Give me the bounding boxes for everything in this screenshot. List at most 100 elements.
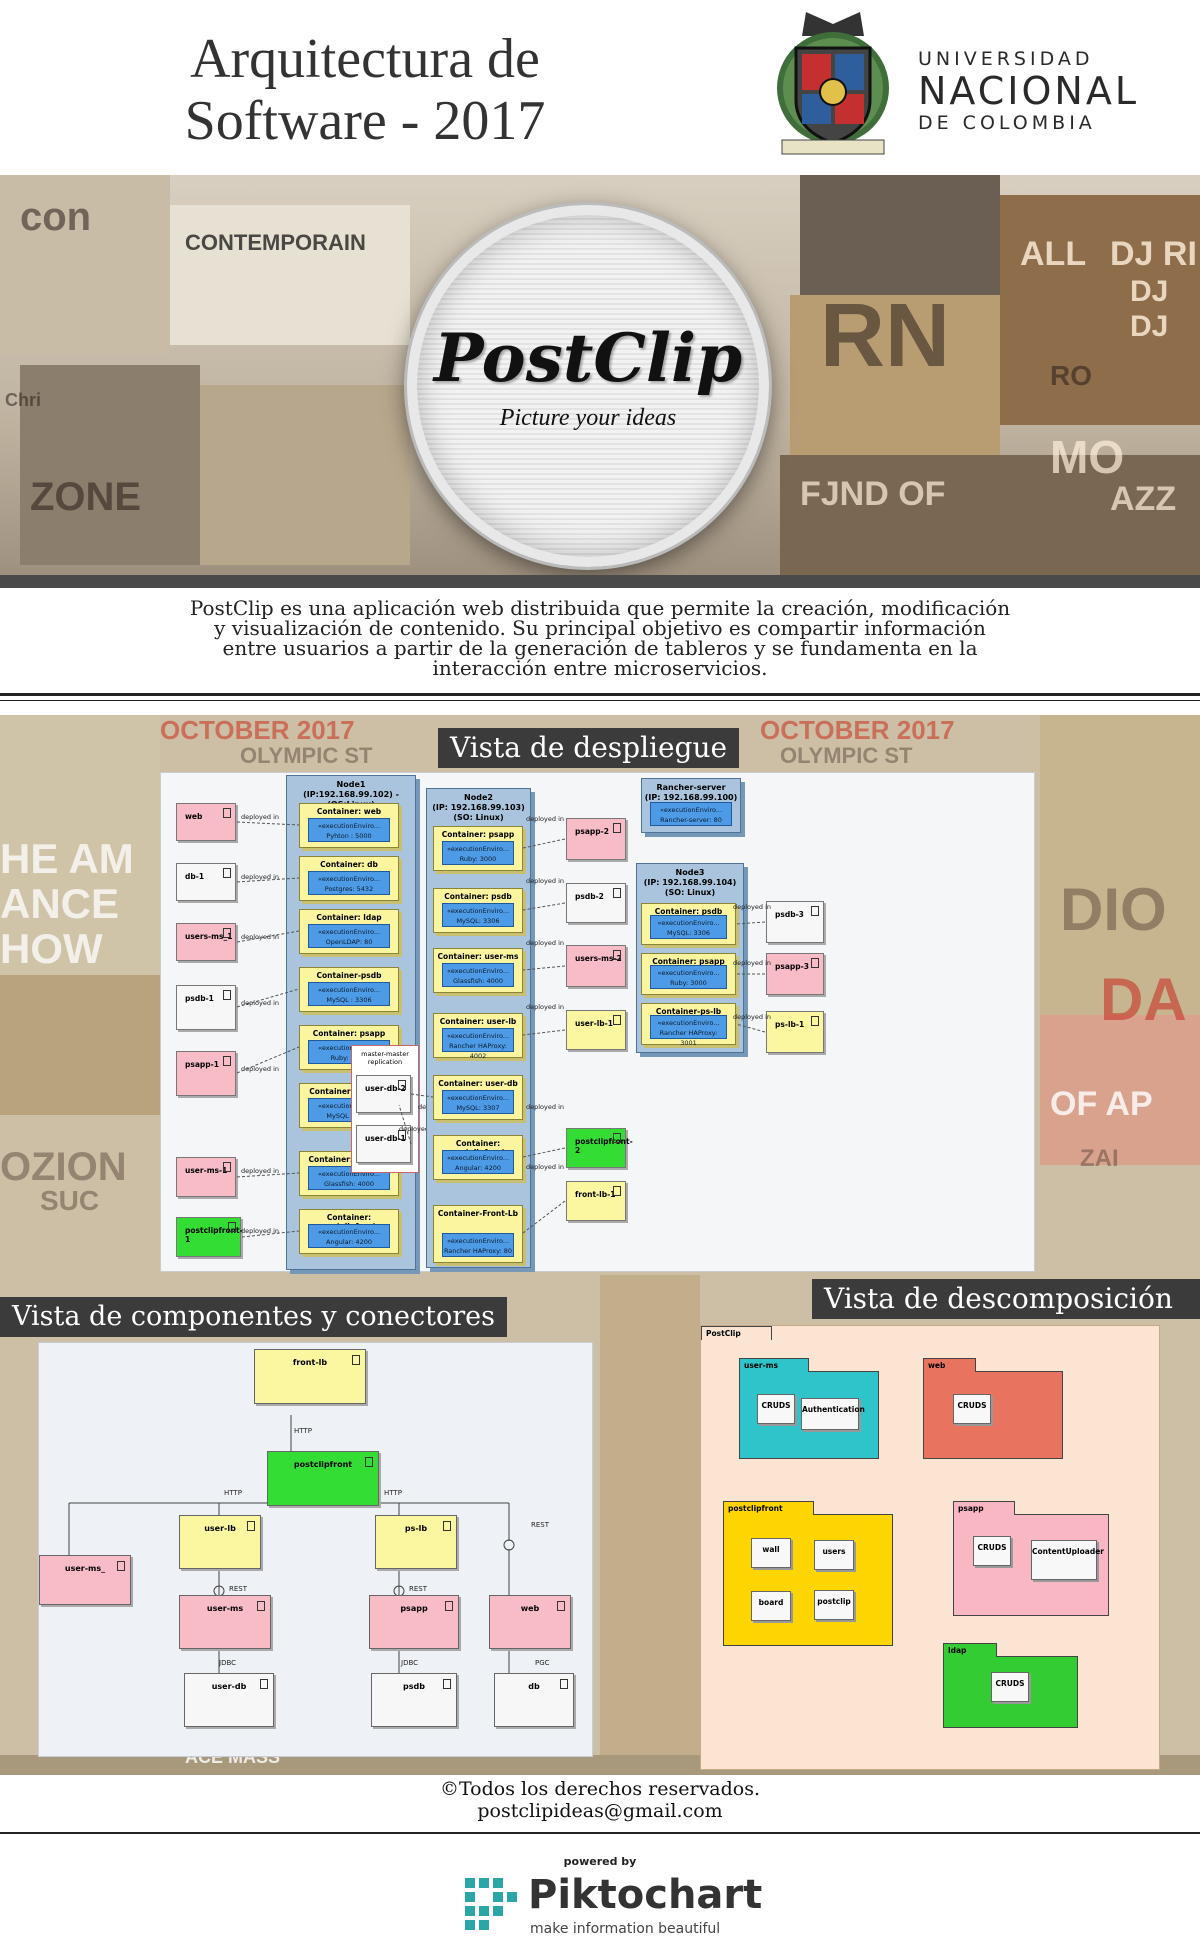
container: Container: user-db «executionEnviro... MyS… bbox=[433, 1075, 523, 1120]
artifact: postclipfront-2 bbox=[566, 1128, 633, 1168]
connector-label: REST bbox=[409, 1585, 428, 1593]
env-value: Ruby: 3000 bbox=[459, 855, 497, 863]
piktochart-tagline: make information beautiful bbox=[530, 1921, 721, 1937]
env-prefix: «executionEnviro... bbox=[317, 1044, 381, 1052]
poster-word: CONTEMPORAIN bbox=[185, 230, 366, 255]
replication-title: master-master replication bbox=[361, 1050, 409, 1066]
component-label: user-lb bbox=[204, 1524, 236, 1533]
container-title: Container-Front-Lb bbox=[437, 1209, 519, 1218]
component-icon bbox=[223, 928, 231, 938]
component-icon bbox=[560, 1679, 568, 1689]
env-prefix: «executionEnviro... bbox=[317, 875, 381, 883]
container: Container: user-ms «executionEnviro... Gla… bbox=[433, 948, 523, 993]
component-icon bbox=[257, 1601, 265, 1611]
container: Container: user-ms «executionEnviro... Gla… bbox=[299, 1151, 399, 1196]
university-line-1: UNIVERSIDAD bbox=[918, 48, 1094, 70]
node-sub: (IP: 192.168.99.103) bbox=[432, 803, 525, 812]
artifact: user-db-1 bbox=[356, 1125, 411, 1163]
deployed-label: deployed in bbox=[526, 815, 564, 823]
deployed-label: deployed in bbox=[526, 1103, 564, 1111]
component-icon bbox=[398, 1130, 406, 1140]
logo-tagline: Picture your ideas bbox=[499, 405, 677, 431]
connector-label: JDBC bbox=[401, 1659, 419, 1667]
divider bbox=[0, 693, 1200, 696]
env-prefix: «executionEnviro... bbox=[446, 967, 510, 975]
description-line-4: interacción entre microservicios. bbox=[432, 656, 768, 680]
env-prefix: «executionEnviro... bbox=[317, 928, 381, 936]
description: PostClip es una aplicación web distribui… bbox=[150, 598, 1050, 678]
package-label: web bbox=[923, 1358, 977, 1372]
component-icon bbox=[613, 1186, 621, 1196]
bg-word: DA bbox=[1100, 966, 1187, 1033]
artifact-label: user-ms-1 bbox=[185, 1166, 228, 1175]
env-value: Rancher HAProxy: 4002 bbox=[449, 1042, 507, 1060]
container: Container: psapp «executionEnviro... Ruby:… bbox=[641, 953, 736, 995]
env-value: OpenLDAP: 80 bbox=[325, 938, 373, 946]
env-prefix: «executionEnviro... bbox=[317, 1170, 381, 1178]
bg-word: ANCE bbox=[0, 880, 120, 927]
component-icon bbox=[811, 1016, 819, 1026]
component-box: web bbox=[489, 1595, 571, 1649]
artifact-label: user-db-2 bbox=[365, 1084, 406, 1093]
container: Container: ldap «executionEnviro... OpenLD… bbox=[299, 909, 399, 954]
piktochart-brand[interactable]: Piktochart bbox=[528, 1872, 763, 1918]
deployment-title: Vista de despliegue bbox=[438, 728, 740, 768]
artifact-label: front-lb-1 bbox=[575, 1190, 616, 1199]
node-title: Node2 bbox=[464, 793, 493, 802]
artifact: user-db-2 bbox=[356, 1075, 411, 1113]
env-prefix: «executionEnviro... bbox=[446, 1237, 510, 1245]
env-value: Angular: 4200 bbox=[455, 1164, 501, 1172]
hero-banner: con CONTEMPORAIN ALL DJ RI DJ DJ RN RO F… bbox=[0, 175, 1200, 588]
artifact-label: psdb-1 bbox=[185, 994, 214, 1003]
package-postclipfront: postclipfront bbox=[723, 1501, 893, 1646]
description-line-2: y visualización de contenido. Su princip… bbox=[214, 616, 986, 640]
bg-word: SUC bbox=[40, 1185, 100, 1216]
component-icon bbox=[613, 888, 621, 898]
container: Container: db «executionEnviro... Postgres… bbox=[299, 856, 399, 901]
container-title: Container: psapp bbox=[652, 957, 725, 966]
container-title: Container: psdb bbox=[654, 907, 723, 916]
contact-email[interactable]: postclipideas@gmail.com bbox=[477, 1800, 723, 1822]
container-title: Container: user-lb bbox=[439, 1017, 517, 1026]
node-sub: (IP: 192.168.99.104) bbox=[643, 878, 737, 887]
component-label: psdb bbox=[403, 1682, 425, 1691]
node-title: Node3 bbox=[675, 868, 705, 877]
container-title: Container: psdb bbox=[444, 892, 512, 901]
connector-label: JDBC bbox=[219, 1659, 237, 1667]
deployment-diagram: Node1(IP:192.168.99.102) - (OS:Linux) Co… bbox=[160, 772, 1035, 1272]
env-value: MySQL: 3306 bbox=[666, 929, 711, 937]
component-label: user-ms bbox=[206, 1604, 244, 1613]
env-prefix: «executionEnviro... bbox=[317, 822, 381, 830]
deployed-label: deployed in bbox=[733, 1013, 771, 1021]
class-box: CRUDS bbox=[953, 1394, 991, 1424]
artifact-label: postclipfront-2 bbox=[575, 1137, 633, 1155]
container: Container: psdb «executionEnviro... MySQL:… bbox=[433, 888, 523, 933]
copyright-text: ©Todos los derechos reservados. bbox=[439, 1778, 761, 1800]
connector-label: PGC bbox=[535, 1659, 550, 1667]
component-box: user-lb bbox=[179, 1515, 261, 1569]
env-value: MySQL : 3307 bbox=[326, 1112, 372, 1120]
deployed-label: deployed in bbox=[526, 877, 564, 885]
university-crest-icon bbox=[777, 12, 889, 155]
bg-word: HE AM bbox=[0, 835, 134, 882]
bg-word: OCTOBER 2017 bbox=[160, 715, 355, 745]
component-label: front-lb bbox=[292, 1358, 328, 1367]
poster-word: RO bbox=[1050, 360, 1092, 391]
component-label: db bbox=[528, 1682, 540, 1691]
artifact: ps-lb-1 bbox=[766, 1011, 824, 1053]
poster-word: DJ RI bbox=[1110, 235, 1197, 273]
component-icon bbox=[352, 1355, 360, 1365]
bg-word: HOW bbox=[0, 925, 103, 972]
artifact: psdb-3 bbox=[766, 901, 824, 943]
container: Container: postclipfront«executionEnviro… bbox=[433, 1135, 523, 1180]
deployed-label: deployed in bbox=[241, 1227, 279, 1235]
poster-word: AZZ bbox=[1110, 480, 1177, 518]
class-box: Authentication bbox=[801, 1398, 865, 1430]
env-prefix: «executionEnviro... bbox=[317, 1102, 381, 1110]
artifact-label: psapp-3 bbox=[775, 962, 809, 971]
artifact: psdb-2 bbox=[566, 883, 626, 923]
package-postclip: PostClip bbox=[701, 1326, 1159, 1768]
class-box: board bbox=[751, 1591, 791, 1621]
artifact-label: psapp-1 bbox=[185, 1060, 219, 1069]
env-prefix: «executionEnviro... bbox=[657, 919, 720, 927]
